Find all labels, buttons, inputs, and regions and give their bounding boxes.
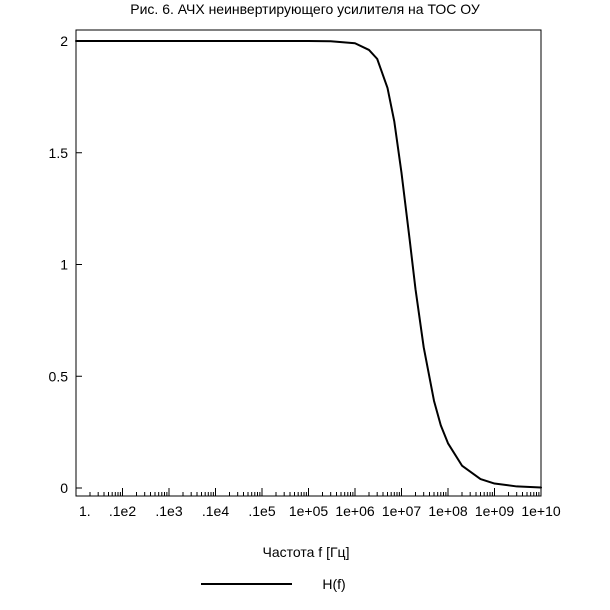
x-axis-tick-label: 1e+10 <box>521 503 561 519</box>
y-axis-tick-label: 0.5 <box>49 368 69 384</box>
x-axis-tick-label: .1e2 <box>109 503 136 519</box>
x-axis-tick-label: 1e+09 <box>475 503 515 519</box>
x-axis-tick-label: 1e+07 <box>382 503 422 519</box>
x-axis-label: Частота f [Гц] <box>263 544 350 560</box>
legend-series-label: H(f) <box>322 576 345 592</box>
chart-title: Рис. 6. АЧХ неинвертирующего усилителя н… <box>130 1 480 17</box>
series-line-h-f <box>75 40 542 489</box>
x-axis-tick-label: 1e+06 <box>335 503 375 519</box>
x-axis-tick-label: 1e+08 <box>428 503 468 519</box>
y-axis: 0 0.5 1 1.5 2 <box>49 33 82 496</box>
y-axis-tick-label: 1 <box>60 257 68 273</box>
y-axis-tick-label: 1.5 <box>49 145 69 161</box>
x-axis-tick-label: .1e5 <box>248 503 275 519</box>
y-axis-tick-label: 2 <box>60 33 68 49</box>
x-axis-tick-label: .1e4 <box>202 503 229 519</box>
x-axis-tick-label: 1e+05 <box>289 503 329 519</box>
series-group <box>75 40 542 489</box>
plot-frame <box>75 29 542 497</box>
legend: H(f) <box>201 576 346 592</box>
y-axis-tick-label: 0 <box>60 480 68 496</box>
x-axis: 1. .1e2 .1e3 .1e4 .1e5 1e+05 1e+06 1e+07 1e+08 1e… <box>75 488 561 519</box>
x-axis-tick-label: 1. <box>79 503 91 519</box>
x-axis-tick-label: .1e3 <box>155 503 182 519</box>
